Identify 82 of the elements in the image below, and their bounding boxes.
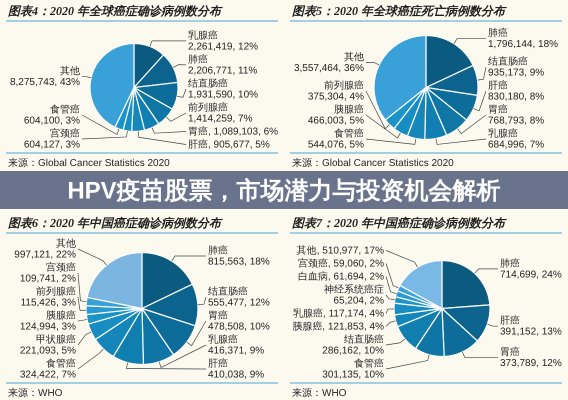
data-label: 373,789, 12% — [500, 358, 562, 369]
slice-label: 肺癌 — [208, 244, 228, 256]
data-label: 2,206,771, 11% — [188, 65, 258, 76]
data-label: 830,180, 8% — [488, 92, 544, 102]
slice-label: 肺癌 — [488, 27, 508, 40]
data-label: 544,076, 5% — [308, 140, 364, 150]
data-label: 115,426, 3% — [20, 298, 76, 308]
slice-label: 胰腺癌, 121,853, 4% — [292, 320, 384, 332]
slice-label: 前列腺癌 — [36, 286, 76, 298]
chart-title: 图表5：2020 年全球癌症死亡病例数分布 — [292, 4, 507, 18]
slice-label: 白血病, 61,694, 2% — [298, 270, 384, 282]
data-label: 324,422, 7% — [20, 370, 76, 380]
slice-label: 胃癌 — [208, 310, 228, 322]
slice-label: 胰腺癌 — [334, 104, 364, 116]
data-label: 1,931,590, 10% — [188, 90, 258, 100]
slice-label: 胰腺癌 — [46, 310, 76, 322]
slice-label: 胃癌 — [500, 346, 520, 358]
slice-label: 乳腺癌 — [188, 29, 218, 42]
data-label: 684,996, 7% — [488, 140, 544, 150]
slice-label: 胃癌 — [488, 104, 508, 116]
slice-label: 甲状腺癌 — [36, 334, 76, 346]
slice-label: 食管癌 — [334, 128, 364, 140]
slice-label: 前列腺癌 — [188, 102, 228, 114]
data-label: 1,796,144, 18% — [488, 39, 558, 50]
slice-label: 其他 — [56, 238, 76, 250]
slice-label: 前列腺癌 — [324, 80, 364, 92]
slice-label: 宫颈癌 — [50, 128, 80, 140]
slice-label: 其他 — [344, 50, 364, 63]
data-label: 935,173, 9% — [488, 68, 544, 78]
slice-label: 结直肠癌 — [344, 334, 384, 346]
data-label: 604,127, 3% — [24, 140, 80, 150]
data-label: 2,261,419, 12% — [188, 41, 258, 52]
data-label: 124,994, 3% — [20, 322, 76, 332]
slice-label: 肝癌 — [488, 80, 508, 92]
slice-label: 肝癌 — [500, 314, 520, 327]
chart-title: 图表7：2020 年中国癌症确诊病例数分布 — [292, 216, 507, 230]
slice-label: 肝癌 — [208, 358, 228, 370]
chart-title: 图表6：2020 年中国癌症确诊病例数分布 — [8, 216, 223, 230]
data-label: 3,557,464, 36% — [294, 62, 364, 74]
data-label: 416,371, 9% — [208, 346, 264, 356]
slice-label: 乳腺癌, 117,174, 4% — [293, 308, 384, 320]
data-label: 109,741, 2% — [20, 274, 76, 284]
slice-label: 肺癌 — [500, 257, 520, 270]
data-label: 1,414,259, 7% — [188, 114, 253, 124]
slice-label: 宫颈癌, 59,060, 2% — [298, 258, 384, 270]
slice-label: 其他, 510,977, 17% — [296, 244, 384, 256]
data-label: 997,121, 22% — [14, 250, 76, 260]
data-label: 391,152, 13% — [500, 326, 562, 338]
data-label: 714,699, 24% — [500, 269, 562, 280]
data-label: 410,038, 9% — [208, 370, 264, 380]
data-label: 286,162, 10% — [322, 346, 384, 356]
slice-label: 肺癌 — [188, 53, 208, 66]
source-note: 来源：WHO — [8, 387, 63, 399]
slice-label: 胃癌, 1,089,103, 6% — [188, 126, 278, 138]
slice-label: 食管癌 — [354, 358, 384, 370]
data-label: 8,275,743, 43% — [10, 76, 80, 88]
source-note: 来源：Global Cancer Statistics 2020 — [8, 157, 170, 169]
source-note: 来源：WHO — [292, 387, 347, 399]
slice-label: 乳腺癌 — [208, 334, 238, 346]
chart-title: 图表4：2020 年全球癌症确诊病例数分布 — [8, 4, 223, 18]
data-label: 478,508, 10% — [208, 322, 270, 332]
data-label: 815,563, 18% — [208, 256, 270, 268]
data-label: 221,093, 5% — [20, 346, 76, 356]
slice-label: 结直肠癌 — [208, 286, 248, 298]
slice-label: 宫颈癌 — [46, 262, 76, 274]
data-label: 555,477, 12% — [208, 298, 270, 308]
source-note: 来源：Global Cancer Statistics 2020 — [292, 157, 454, 169]
slice-label: 结直肠癌 — [488, 56, 528, 68]
slice-label: 食管癌 — [46, 358, 76, 370]
slice-label: 乳腺癌 — [488, 128, 518, 140]
data-label: 65,204, 2% — [333, 296, 384, 306]
data-label: 768,793, 8% — [488, 116, 544, 126]
data-label: 466,003, 5% — [308, 116, 364, 126]
data-label: 301,135, 10% — [322, 370, 384, 380]
slice-label: 其他 — [60, 64, 80, 77]
text: HPV疫苗股票，市场潜力与投资机会解析 — [67, 178, 501, 204]
data-label: 604,100, 3% — [24, 116, 80, 126]
slice-label: 肝癌, 905,677, 5% — [188, 138, 270, 150]
slice-label: 神经系统癌症 — [324, 284, 384, 296]
slice-label: 食管癌 — [50, 104, 80, 116]
data-label: 375,304, 4% — [308, 92, 364, 102]
slice-label: 结直肠癌 — [188, 78, 228, 90]
